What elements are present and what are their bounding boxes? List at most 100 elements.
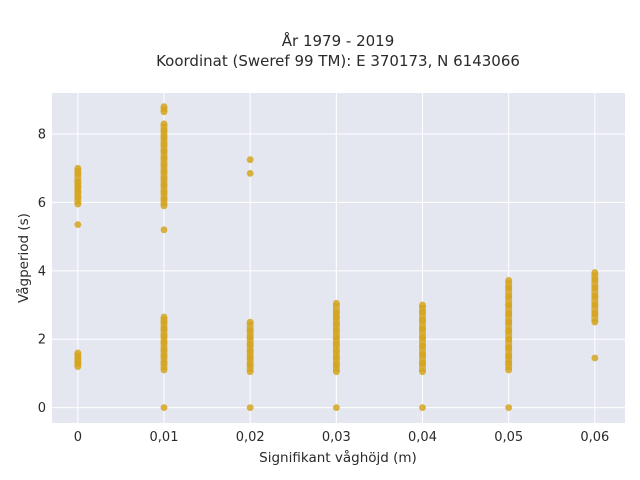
point-band [591, 279, 599, 288]
point-band [505, 296, 513, 306]
point-band [160, 328, 168, 336]
point-band [160, 349, 168, 357]
point-band [160, 342, 168, 350]
data-point [160, 168, 168, 176]
point-band [505, 305, 513, 314]
point-band [246, 344, 254, 352]
point-band [332, 316, 340, 324]
data-point [74, 164, 82, 172]
data-point [74, 200, 82, 208]
data-point [160, 226, 168, 234]
point-band [160, 199, 168, 206]
point-band [160, 151, 168, 158]
data-point [332, 368, 340, 376]
data-point [160, 318, 168, 326]
point-band [591, 305, 599, 314]
data-point [246, 368, 254, 376]
point-band [246, 364, 254, 372]
y-axis-label: Vågperiod (s) [15, 213, 32, 303]
data-point [246, 318, 254, 326]
point-band [160, 157, 168, 165]
chart-title-line2: Koordinat (Sweref 99 TM): E 370173, N 61… [156, 52, 520, 70]
data-point [246, 334, 254, 341]
data-point [419, 342, 426, 350]
point-band [419, 305, 426, 312]
point-band [505, 280, 513, 288]
point-band [419, 346, 426, 355]
point-band [591, 313, 599, 323]
data-point [332, 347, 340, 355]
point-band [160, 123, 168, 131]
point-band [332, 344, 340, 352]
data-point [332, 340, 340, 348]
point-band [246, 358, 254, 365]
point-band [591, 287, 599, 297]
y-tick-label: 4 [38, 264, 46, 279]
point-band [332, 303, 340, 312]
data-point [160, 108, 168, 116]
point-band [160, 322, 168, 329]
gridlines [52, 93, 625, 423]
x-tick-label: 0 [74, 430, 82, 445]
data-point [160, 313, 168, 321]
point-band [160, 185, 168, 193]
data-point [160, 161, 168, 169]
point-band [591, 272, 599, 280]
data-point [505, 366, 513, 374]
data-point [246, 354, 254, 362]
data-point [332, 334, 340, 341]
point-band [591, 296, 599, 306]
data-point [505, 404, 513, 412]
x-tick-label: 0,05 [494, 430, 523, 445]
data-point [419, 359, 426, 367]
point-band [505, 339, 513, 348]
data-point [160, 181, 168, 189]
point-band [505, 322, 513, 331]
data-point [419, 308, 426, 316]
data-point [332, 320, 340, 328]
data-point [419, 334, 426, 341]
data-point [505, 327, 513, 335]
point-band [74, 173, 82, 182]
data-point [505, 284, 513, 292]
data-point [419, 368, 426, 376]
data-point [246, 361, 254, 369]
data-point [74, 169, 82, 177]
point-band [419, 363, 426, 372]
point-band [160, 171, 168, 179]
data-point [160, 188, 168, 196]
point-band [332, 323, 340, 331]
data-point [160, 404, 168, 412]
point-band [160, 363, 168, 370]
point-band [160, 164, 168, 172]
data-point [332, 327, 340, 335]
data-point [74, 349, 82, 357]
point-band [419, 354, 426, 364]
data-point [332, 404, 340, 412]
y-tick-label: 2 [38, 333, 46, 348]
point-band [419, 320, 426, 329]
point-band [505, 287, 513, 297]
point-band [419, 337, 426, 347]
point-band [246, 351, 254, 359]
data-point [332, 354, 340, 362]
data-point [160, 127, 168, 135]
x-tick-label: 0,06 [580, 430, 609, 445]
point-band [505, 347, 513, 357]
data-point [160, 339, 168, 347]
point-band [74, 197, 82, 205]
point-band [160, 335, 168, 343]
x-tick-label: 0,02 [236, 430, 265, 445]
data-point [591, 318, 599, 326]
data-point [419, 301, 426, 309]
point-band [246, 322, 254, 331]
data-point [419, 325, 426, 333]
point-band [419, 311, 426, 321]
point-band [246, 337, 254, 345]
data-point [419, 317, 426, 324]
data-point [160, 366, 168, 374]
data-point [591, 354, 599, 362]
data-point [160, 120, 168, 128]
chart-title-line1: År 1979 - 2019 [282, 31, 395, 50]
